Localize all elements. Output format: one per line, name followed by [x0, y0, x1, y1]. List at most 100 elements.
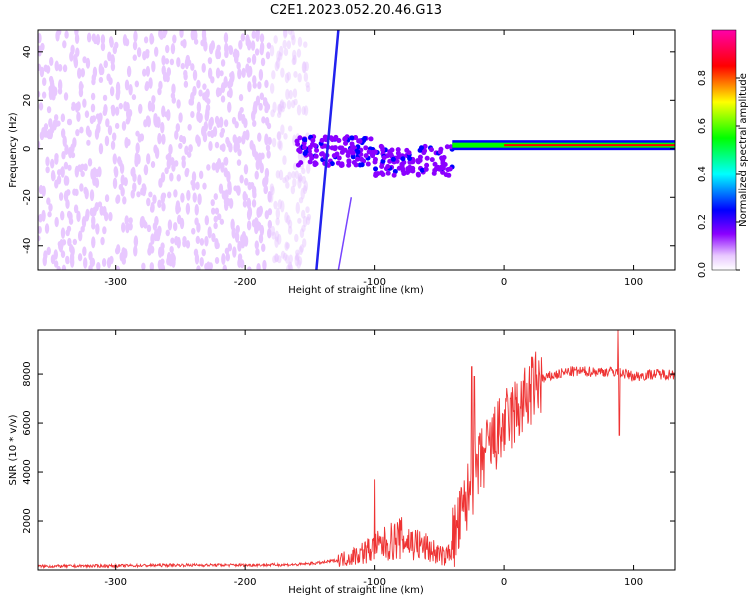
heatmap-cell [400, 168, 406, 174]
heatmap-cell [207, 226, 212, 239]
heatmap-cell [265, 144, 271, 152]
heatmap-cell [128, 222, 133, 231]
heatmap-cell [448, 144, 454, 150]
heatmap-cell [65, 229, 70, 237]
heatmap-cell [355, 156, 361, 162]
heatmap-cell [71, 104, 76, 112]
heatmap-cell [283, 133, 288, 140]
heatmap-cell [313, 161, 319, 167]
heatmap-cell [288, 254, 293, 264]
heatmap-cell [196, 101, 202, 113]
heatmap-cell [368, 136, 374, 142]
colorbar-tick-label: 0.0 [697, 262, 708, 278]
heatmap-cell [111, 104, 116, 117]
heatmap-cell [53, 114, 59, 121]
heatmap-cell [266, 150, 271, 159]
heatmap-cell [90, 103, 96, 113]
heatmap-cell [77, 164, 82, 172]
heatmap-cell [419, 167, 425, 173]
heatmap-cell [329, 137, 335, 143]
heatmap-cell [157, 199, 162, 209]
heatmap-cell [385, 164, 391, 170]
heatmap-cell [345, 152, 351, 158]
heatmap-cell [55, 30, 60, 42]
heatmap-cell [77, 67, 82, 79]
colorbar-tick-label: 0.2 [697, 214, 708, 230]
heatmap-cell [372, 159, 378, 165]
heatmap-cell [259, 33, 265, 43]
heatmap-cell [133, 238, 139, 246]
heatmap-cell [297, 135, 303, 141]
heatmap-cell [271, 70, 276, 80]
heatmap-cell [236, 159, 242, 166]
heatmap-cell [243, 164, 249, 175]
heatmap-cell [277, 140, 282, 149]
heatmap-cell [238, 39, 243, 50]
heatmap-cell [48, 75, 54, 83]
heatmap-cell [192, 69, 198, 81]
heatmap-cell [266, 122, 272, 130]
heatmap-ytick-label: -40 [22, 238, 33, 254]
heatmap-cell [142, 68, 147, 77]
heatmap-cell [363, 145, 369, 151]
heatmap-cell [82, 246, 87, 257]
heatmap-cell [64, 144, 69, 155]
heatmap-cell [350, 143, 356, 149]
heatmap-cell [181, 158, 186, 169]
heatmap-cell [214, 237, 219, 250]
heatmap-cell [95, 223, 100, 235]
heatmap-cell [104, 135, 110, 147]
heatmap-cell [271, 231, 276, 240]
heatmap-cell [264, 210, 269, 220]
heatmap-cell [100, 34, 106, 45]
heatmap-cell [115, 244, 121, 254]
heatmap-cell [287, 225, 293, 235]
chart-title: C2E1.2023.052.20.46.G13 [270, 3, 442, 18]
heatmap-cell [285, 181, 290, 189]
heatmap-cell [223, 76, 228, 89]
heatmap-cell [49, 56, 54, 66]
heatmap-cell [87, 129, 92, 138]
heatmap-cell [62, 40, 67, 49]
heatmap-cell [54, 154, 59, 165]
heatmap-cell [290, 30, 295, 41]
heatmap-cell [185, 202, 191, 215]
heatmap-cell [48, 203, 53, 212]
heatmap-cell [284, 175, 290, 183]
heatmap-cell [148, 77, 153, 89]
heatmap-cell [389, 147, 395, 153]
heatmap-cell [215, 67, 221, 79]
heatmap-cell [150, 233, 155, 245]
heatmap-cell [62, 135, 67, 148]
heatmap-cell [202, 130, 207, 138]
heatmap-cell [92, 206, 98, 215]
heatmap-cell [114, 106, 120, 116]
heatmap-cell [284, 254, 290, 264]
heatmap-cell [294, 138, 300, 144]
heatmap-cell [117, 156, 122, 165]
heatmap-cell [147, 247, 152, 256]
heatmap-cell [290, 99, 296, 109]
heatmap-cell [170, 92, 176, 99]
heatmap-cell [288, 89, 293, 100]
heatmap-cell [164, 167, 169, 175]
heatmap-cell [207, 57, 213, 65]
heatmap-cell [182, 239, 187, 248]
heatmap-cell [273, 35, 278, 44]
heatmap-cell [178, 142, 183, 150]
heatmap-cell [223, 157, 228, 166]
heatmap-cell [157, 259, 163, 270]
heatmap-cell [255, 159, 260, 171]
heatmap-cell [197, 193, 202, 206]
heatmap-cell [343, 140, 349, 146]
heatmap-cell [342, 136, 348, 142]
heatmap-cell [169, 172, 174, 182]
heatmap-cell [373, 166, 379, 172]
heatmap-cell [154, 215, 159, 227]
heatmap-cell [270, 185, 275, 196]
heatmap-cell [62, 64, 68, 73]
heatmap-cell [54, 216, 59, 228]
heatmap-cell [79, 83, 84, 90]
heatmap-cell [202, 182, 207, 190]
heatmap-cell [250, 40, 256, 51]
